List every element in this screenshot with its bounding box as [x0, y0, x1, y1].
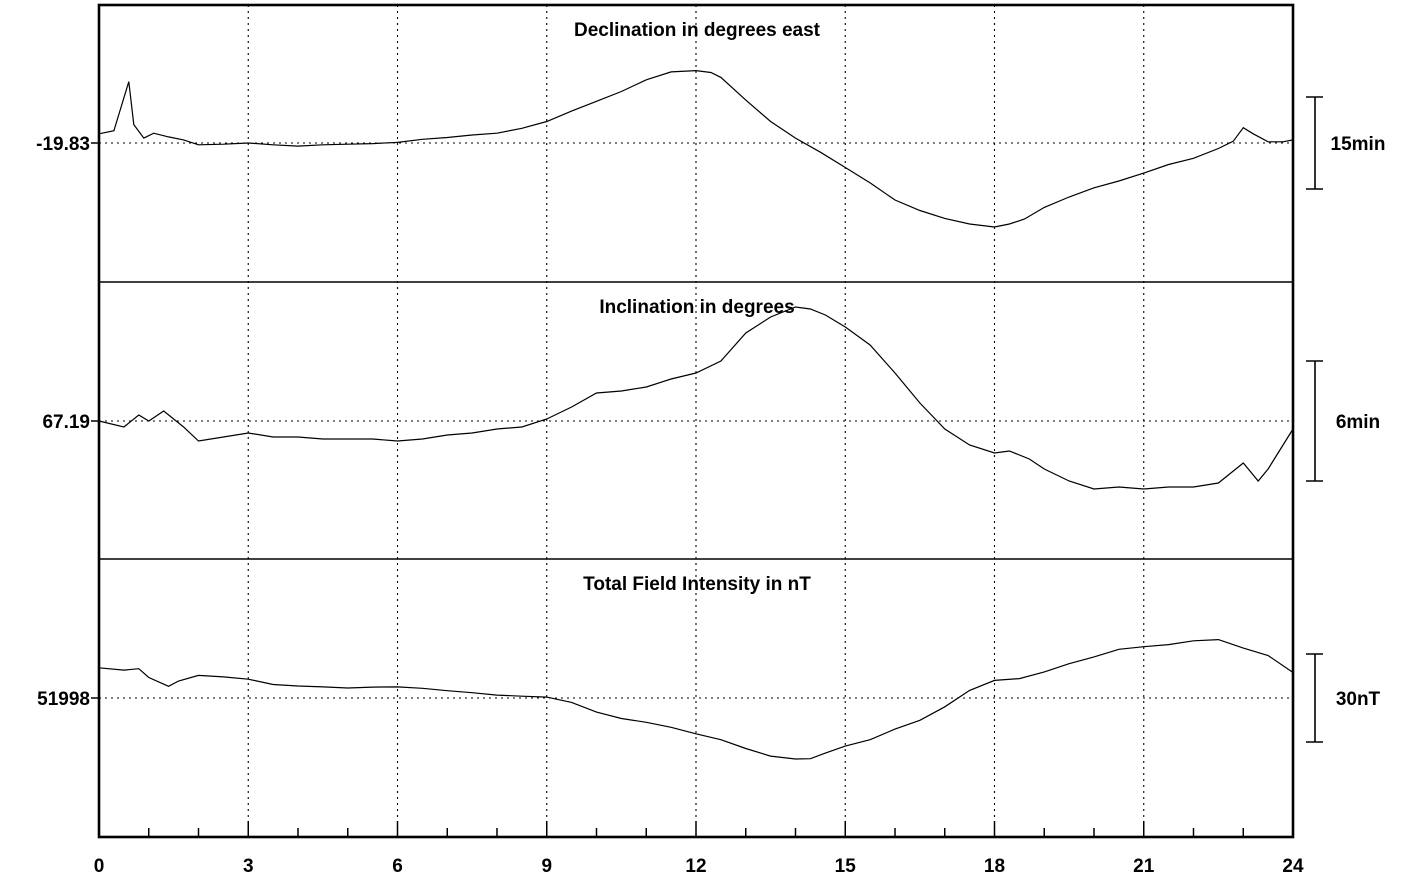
x-axis: 0 3 6 9 12 15 18 21 24 [91, 142, 1304, 877]
x-tick-label: 3 [243, 856, 254, 877]
baseline-value-label: 67.19 [42, 412, 90, 433]
x-tick-label: 21 [1133, 856, 1155, 877]
scale-label: 15min [1331, 134, 1386, 155]
series-line [98, 306, 1294, 490]
x-tick-label: 24 [1282, 856, 1304, 877]
x-tick-label: 12 [685, 856, 706, 877]
panel-title: Declination in degrees east [574, 20, 821, 41]
grid-lines [99, 5, 1293, 837]
x-tick-label: 0 [94, 856, 105, 877]
panel-title: Total Field Intensity in nT [583, 574, 811, 595]
x-tick-label: 15 [835, 856, 857, 877]
x-tick-label: 18 [984, 856, 1005, 877]
x-tick-label: 9 [541, 856, 552, 877]
panel-labels: Declination in degrees east -19.83 15min In… [36, 20, 1386, 743]
panel-title: Inclination in degrees [599, 297, 794, 318]
scale-label: 30nT [1336, 689, 1381, 710]
traces [98, 69, 1294, 760]
baseline-value-label: -19.83 [36, 134, 90, 155]
scale-label: 6min [1336, 412, 1380, 433]
baseline-value-label: 51998 [37, 689, 90, 710]
x-tick-label: 6 [392, 856, 403, 877]
series-line [98, 638, 1294, 760]
series-line [98, 69, 1294, 228]
